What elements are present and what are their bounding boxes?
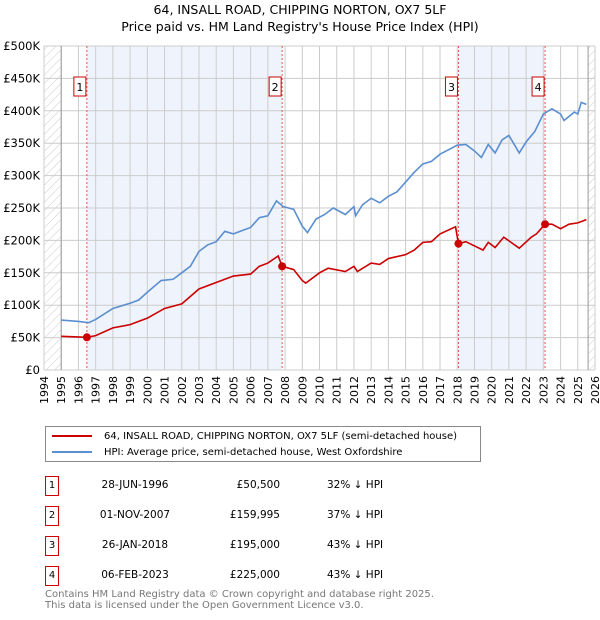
y-tick-label: £300K [3,169,40,183]
sale-label-box [531,76,545,97]
x-tick-label: 2017 [434,376,447,404]
sale-label: 3 [448,81,455,94]
y-tick-label: £100K [3,298,40,312]
y-tick-label: £0 [25,363,40,377]
transaction-hpi-diff: 43% ↓ HPI [327,569,384,581]
x-tick-label: 2005 [227,376,240,404]
x-tick-label: 2016 [417,376,430,404]
sale-label: 2 [272,81,279,94]
y-tick-label: £50K [11,331,41,345]
sale-point [82,333,91,342]
x-tick-label: 2003 [193,376,206,404]
x-tick-label: 2002 [176,376,189,404]
x-tick-label: 2009 [296,376,309,404]
x-tick-label: 2010 [314,376,327,404]
x-tick-label: 2008 [279,376,292,404]
sale-label-box [73,76,87,97]
x-tick-label: 1996 [72,376,85,404]
sale-point [278,262,287,271]
legend-label-property: 64, INSALL ROAD, CHIPPING NORTON, OX7 5L… [104,430,458,442]
transaction-hpi-diff: 32% ↓ HPI [327,479,384,491]
footer-licence: This data is licensed under the Open Gov… [45,600,364,611]
chart-subtitle: Price paid vs. HM Land Registry's House … [121,19,479,34]
sale-point [454,239,463,248]
transaction-date: 01-NOV-2007 [99,509,171,521]
sale-label-box [268,76,282,97]
legend-label-hpi: HPI: Average price, semi-detached house,… [104,446,403,458]
x-tick-label: 2012 [348,376,361,404]
transaction-price: £225,000 [229,569,280,581]
property-series-line [61,218,587,339]
x-tick-label: 2019 [468,376,481,404]
legend-swatch-hpi [52,451,92,453]
y-tick-label: £400K [3,104,40,118]
chart-title: 64, INSALL ROAD, CHIPPING NORTON, OX7 5L… [153,2,447,17]
transaction-marker: 4 [45,566,59,586]
x-tick-label: 2025 [572,376,585,404]
transaction-date: 06-FEB-2023 [101,569,169,581]
y-tick-label: £350K [3,136,40,150]
x-tick-label: 2024 [555,376,568,404]
legend-swatch-property [52,435,92,437]
y-tick-label: £200K [3,233,40,247]
x-tick-label: 2006 [245,376,258,404]
sale-label: 1 [76,81,83,94]
x-tick-label: 1994 [38,376,51,404]
x-tick-label: 1998 [107,376,120,404]
x-tick-label: 2004 [210,376,223,404]
sale-label: 4 [535,81,542,94]
x-tick-label: 1997 [90,376,103,404]
footer-copyright: Contains HM Land Registry data © Crown c… [45,589,434,600]
x-tick-label: 2018 [451,376,464,404]
x-tick-label: 2021 [503,376,516,404]
transaction-price: £195,000 [229,539,280,551]
y-tick-label: £500K [3,39,40,53]
x-tick-label: 2013 [365,376,378,404]
sale-label-box [444,76,458,97]
x-tick-label: 2022 [520,376,533,404]
x-tick-label: 2026 [589,376,600,404]
transaction-hpi-diff: 37% ↓ HPI [327,509,384,521]
x-tick-label: 1999 [124,376,137,404]
x-tick-label: 2007 [262,376,275,404]
x-tick-label: 2015 [400,376,413,404]
x-tick-label: 2023 [537,376,550,404]
transaction-price: £50,500 [236,479,280,491]
price-chart: 1994 1995 1996 1997 1998 1999 2000 2001 2002 2003… [3,39,600,404]
x-tick-label: 2020 [486,376,499,404]
y-tick-label: £250K [3,201,40,215]
legend: 64, INSALL ROAD, CHIPPING NORTON, OX7 5L… [45,426,481,462]
transaction-date: 26-JAN-2018 [101,539,169,551]
y-tick-label: £150K [3,266,40,280]
transaction-marker: 2 [45,506,59,526]
x-tick-label: 2000 [141,376,154,404]
sale-point [541,220,550,229]
transaction-date: 28-JUN-1996 [101,479,169,491]
x-tick-label: 1995 [55,376,68,404]
transaction-hpi-diff: 43% ↓ HPI [327,539,384,551]
transaction-marker: 3 [45,536,59,556]
transaction-marker: 1 [45,476,59,496]
x-tick-label: 2001 [159,376,172,404]
x-tick-label: 2014 [382,376,395,404]
hpi-series-line [61,101,587,324]
x-tick-label: 2011 [331,376,344,404]
transaction-price: £159,995 [229,509,280,521]
y-tick-label: £450K [3,71,40,85]
